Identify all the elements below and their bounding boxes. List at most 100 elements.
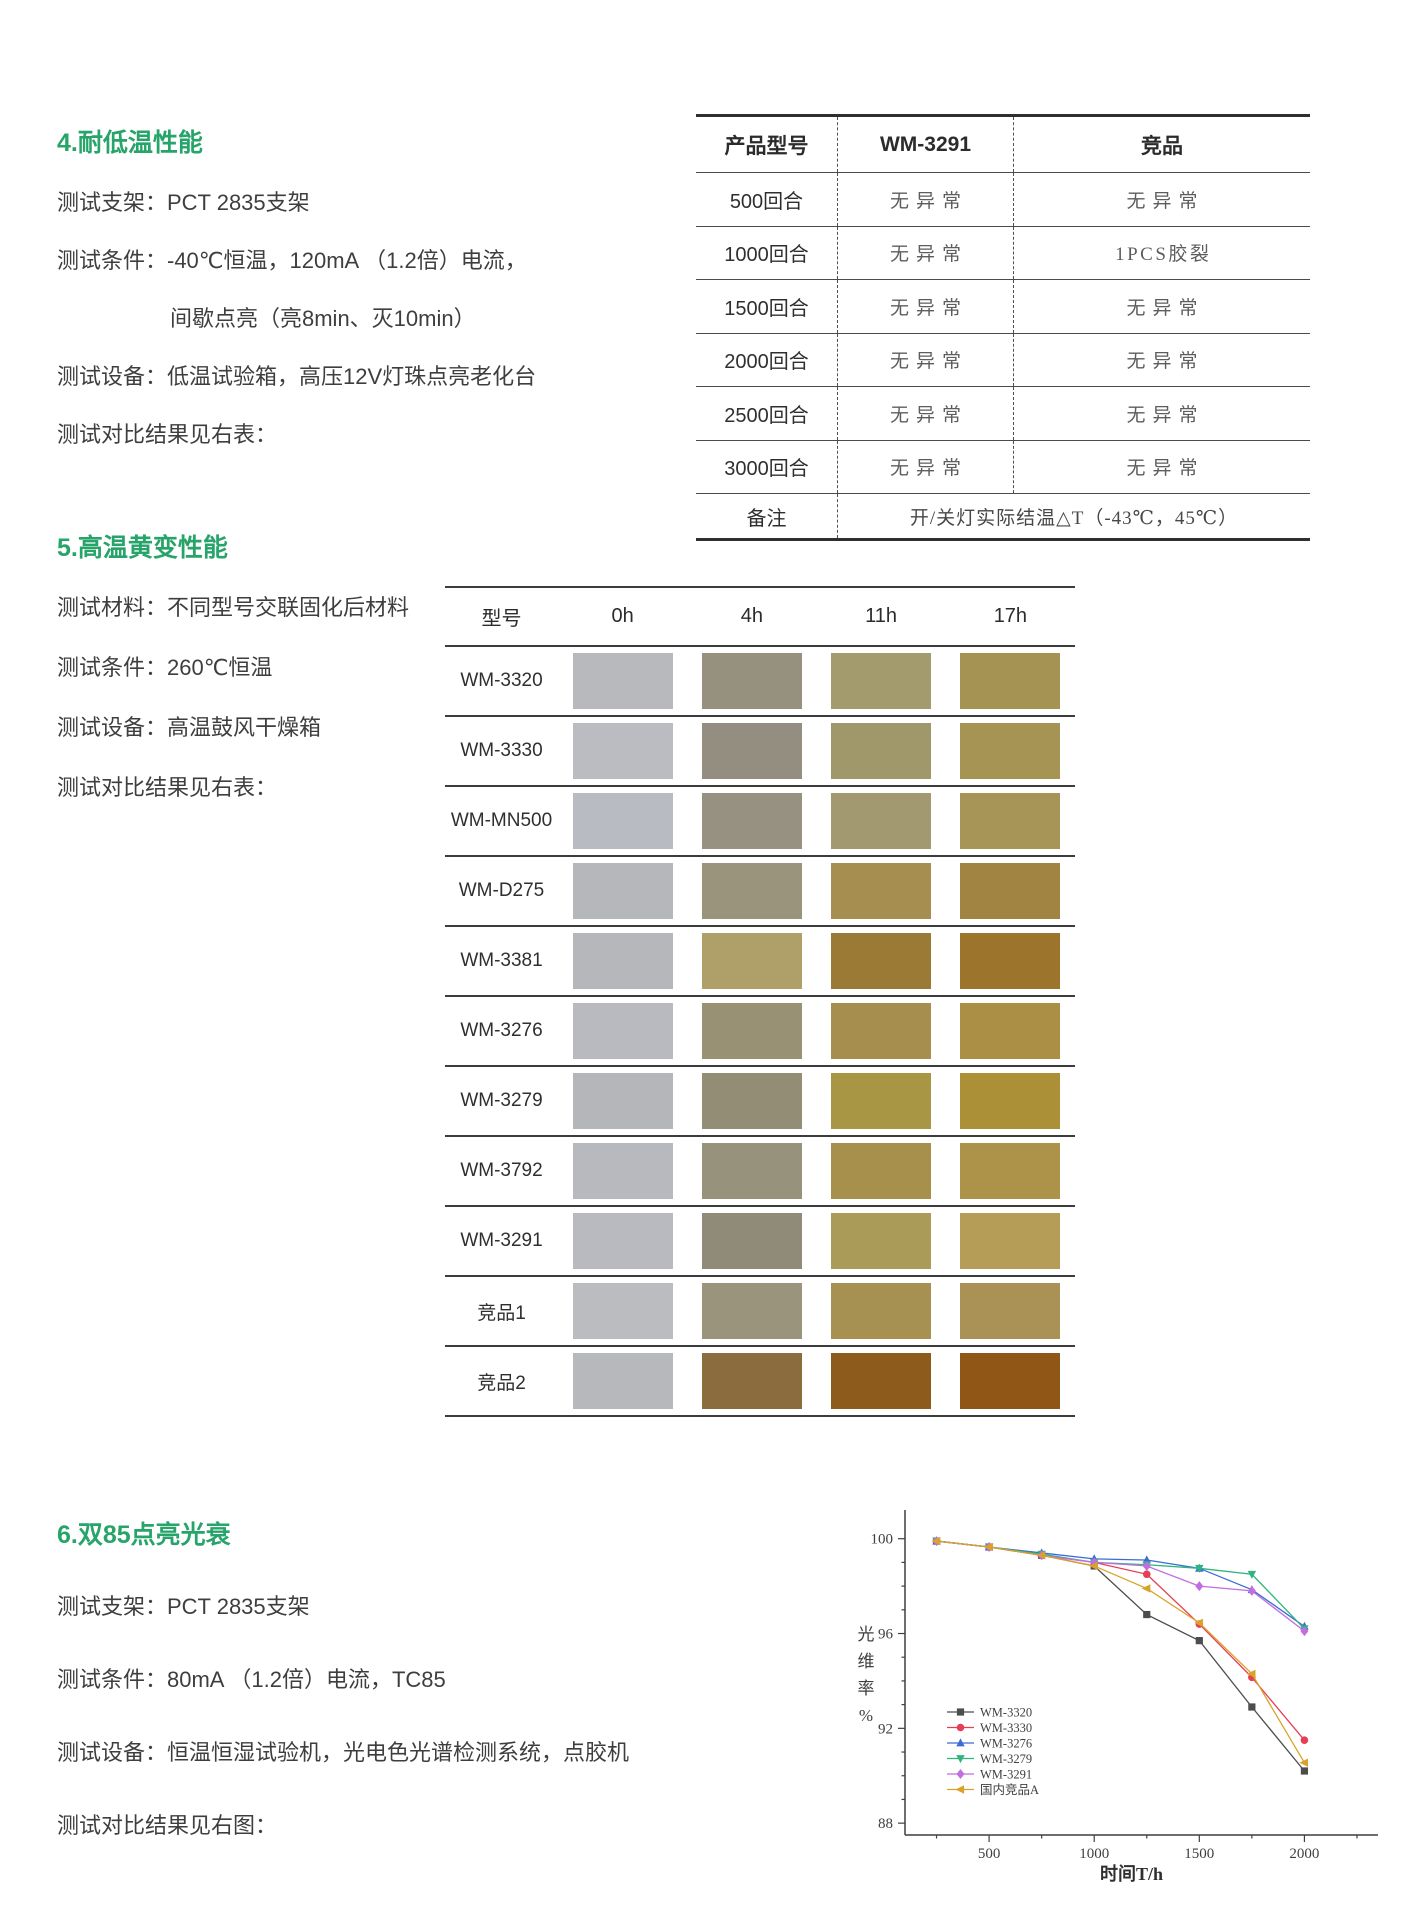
- swatch-cell: [946, 857, 1075, 925]
- swatch-model-cell: WM-3330: [445, 717, 558, 785]
- result-value: 无异常: [1126, 458, 1205, 480]
- y-axis-title-char: 率: [858, 1679, 875, 1698]
- cycle-count-label: 500回合: [729, 190, 804, 213]
- result-cell: 无异常: [1013, 333, 1310, 386]
- row-label-cell: 1500回合: [696, 280, 837, 333]
- swatch-cell: [946, 787, 1075, 855]
- section4-line-1: 测试支架：PCT 2835支架: [57, 190, 310, 215]
- swatch-cell: [687, 997, 816, 1065]
- section6-line-4: 测试对比结果见右图：: [57, 1813, 278, 1838]
- section-low-temp: 4.耐低温性能 测试支架：PCT 2835支架 测试条件：-40℃恒温，120mA…: [57, 128, 657, 478]
- swatch-cell: [946, 997, 1075, 1065]
- color-swatch: [572, 793, 673, 849]
- section4-heading: 4.耐低温性能: [57, 129, 203, 157]
- legend-label: WM-3279: [980, 1752, 1032, 1766]
- color-swatch: [960, 1003, 1061, 1059]
- swatch-header-cell: 17h: [993, 605, 1028, 627]
- color-swatch: [572, 1353, 673, 1409]
- y-axis-title-char: 光: [858, 1625, 875, 1644]
- model-label: 竞品1: [477, 1302, 526, 1324]
- swatch-cell: [558, 1067, 687, 1135]
- result-value: 无异常: [889, 297, 968, 319]
- color-swatch: [960, 1143, 1061, 1199]
- swatch-cell: [817, 1347, 946, 1415]
- swatch-cell: [687, 1207, 816, 1275]
- swatch-header-cell: 型号: [481, 608, 522, 630]
- yellowing-swatch-table: 型号 0h 4h 11h 17h WM-3320 WM-3330 WM-MN500 WM-D27…: [445, 586, 1075, 1417]
- light-decay-chart: 88 92 96 100 500 1000 1500 2000 时间T/h 光维率% WM-3320…: [735, 1490, 1400, 1890]
- model-label: WM-MN500: [450, 810, 553, 831]
- color-swatch: [572, 1283, 673, 1339]
- swatch-cell: [687, 1067, 816, 1135]
- table-header-cell: 竞品: [1013, 117, 1310, 172]
- color-swatch: [831, 1073, 932, 1129]
- model-label: WM-3276: [460, 1020, 543, 1041]
- y-tick-label: 88: [878, 1816, 893, 1832]
- color-swatch: [831, 1213, 932, 1269]
- swatch-cell: [558, 1277, 687, 1345]
- swatch-cell: [817, 647, 946, 715]
- x-tick-label: 1500: [1184, 1846, 1214, 1862]
- result-cell: 无异常: [1013, 280, 1310, 333]
- swatch-model-cell: WM-3792: [445, 1137, 558, 1205]
- color-swatch: [572, 1213, 673, 1269]
- color-swatch: [831, 1283, 932, 1339]
- legend-label: WM-3276: [980, 1737, 1032, 1751]
- swatch-cell: [817, 787, 946, 855]
- color-swatch: [960, 1073, 1061, 1129]
- model-label: WM-3330: [460, 740, 543, 761]
- swatch-header-cell: 11h: [865, 605, 898, 627]
- swatch-cell: [817, 857, 946, 925]
- result-cell: 无异常: [1013, 387, 1310, 440]
- swatch-row: 竞品2: [445, 1347, 1075, 1417]
- section-light-decay: 6.双85点亮光衰 测试支架：PCT 2835支架 测试条件：80mA （1.2倍…: [57, 1519, 737, 1884]
- color-swatch: [572, 863, 673, 919]
- section4-line-3: 间歇点亮（亮8min、灭10min）: [170, 306, 476, 331]
- swatch-cell: [558, 717, 687, 785]
- color-swatch: [701, 1073, 802, 1129]
- y-tick-label: 92: [878, 1721, 893, 1737]
- result-cell: 无异常: [837, 440, 1013, 493]
- color-swatch: [960, 653, 1061, 709]
- table-row: 500回合 无异常 无异常: [696, 172, 1310, 226]
- swatch-header-cell: 0h: [611, 605, 634, 627]
- swatch-cell: [817, 1067, 946, 1135]
- note-label: 备注: [746, 507, 787, 530]
- result-cell: 无异常: [837, 173, 1013, 226]
- table-header-row: 产品型号 WM-3291 竞品: [696, 117, 1310, 172]
- result-value: 无异常: [1126, 297, 1205, 319]
- section6-line-2: 测试条件：80mA （1.2倍）电流，TC85: [57, 1667, 446, 1692]
- section6-line-1: 测试支架：PCT 2835支架: [57, 1594, 310, 1619]
- table-note-row: 备注 开/关灯实际结温△T（-43℃，45℃）: [696, 493, 1310, 538]
- swatch-cell: [687, 927, 816, 995]
- y-axis-title-char: %: [859, 1706, 873, 1725]
- swatch-cell: [817, 1207, 946, 1275]
- swatch-cell: [817, 927, 946, 995]
- result-value: 1PCS胶裂: [1115, 244, 1212, 266]
- swatch-cell: [946, 1347, 1075, 1415]
- result-cell: 无异常: [1013, 173, 1310, 226]
- y-tick-label: 100: [871, 1532, 894, 1548]
- swatch-model-cell: WM-D275: [445, 857, 558, 925]
- swatch-cell: [558, 1137, 687, 1205]
- model-label: WM-3381: [460, 950, 543, 971]
- table-row: 2500回合 无异常 无异常: [696, 386, 1310, 440]
- swatch-row: WM-3279: [445, 1067, 1075, 1137]
- section5-line-3: 测试设备：高温鼓风干燥箱: [57, 715, 322, 740]
- swatch-cell: [946, 717, 1075, 785]
- y-axis-title-char: 维: [858, 1652, 875, 1671]
- result-cell: 无异常: [837, 387, 1013, 440]
- swatch-header-row: 型号 0h 4h 11h 17h: [445, 588, 1075, 647]
- swatch-model-cell: WM-3291: [445, 1207, 558, 1275]
- swatch-cell: [946, 647, 1075, 715]
- swatch-cell: [558, 927, 687, 995]
- y-tick-label: 96: [878, 1627, 894, 1643]
- model-label: WM-3792: [460, 1160, 543, 1181]
- result-cell: 无异常: [837, 333, 1013, 386]
- color-swatch: [572, 653, 673, 709]
- swatch-row: WM-MN500: [445, 787, 1075, 857]
- color-swatch: [831, 1003, 932, 1059]
- color-swatch: [701, 1143, 802, 1199]
- model-label: WM-3279: [460, 1090, 543, 1111]
